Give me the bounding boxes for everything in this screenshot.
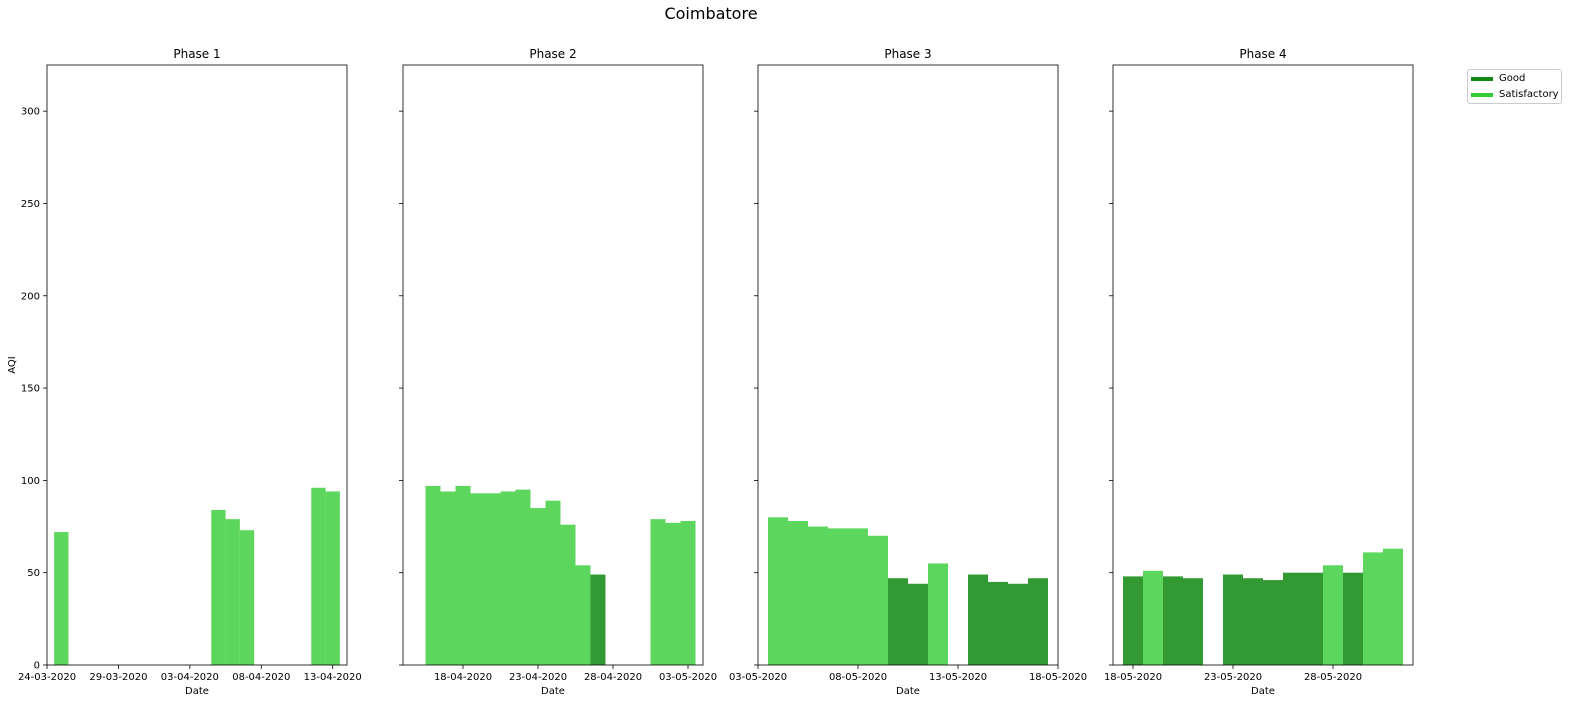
y-tick-label: 100 xyxy=(21,476,40,487)
figure-title: Coimbatore xyxy=(664,4,757,23)
x-tick-label: 08-05-2020 xyxy=(829,672,887,683)
bar-satisfactory xyxy=(455,485,471,665)
bar-good xyxy=(1163,576,1183,665)
legend-item-good: Good xyxy=(1468,71,1561,86)
x-tick-label: 13-04-2020 xyxy=(304,672,362,683)
chart-panel-3: 03-05-2020 08-05-2020 13-05-2020 18-05-2020… xyxy=(729,47,1087,697)
bar-good xyxy=(1123,576,1143,665)
x-tick-label: 24-03-2020 xyxy=(18,672,76,683)
bar-satisfactory xyxy=(440,491,456,665)
panel-title: Phase 1 xyxy=(173,47,220,61)
bar-satisfactory xyxy=(211,509,226,665)
bar-satisfactory xyxy=(1323,565,1343,665)
y-tick-label: 300 xyxy=(21,107,40,118)
x-tick-label: 23-05-2020 xyxy=(1204,672,1262,683)
bar-satisfactory xyxy=(54,532,69,665)
x-tick-label: 03-04-2020 xyxy=(161,672,219,683)
x-axis-label: Date xyxy=(541,686,565,697)
chart-panel-1: 0 50 100 150 200 250 300 24-03-2020 29-03-2020 03… xyxy=(7,47,362,697)
bar-satisfactory xyxy=(768,517,788,665)
bar-satisfactory xyxy=(485,493,501,665)
bar-satisfactory xyxy=(788,521,808,665)
bar-satisfactory xyxy=(515,489,531,665)
bar-satisfactory xyxy=(311,487,326,665)
bar-satisfactory xyxy=(828,528,848,665)
bar-good xyxy=(1028,578,1048,665)
bar-satisfactory xyxy=(530,508,546,665)
bar-satisfactory xyxy=(500,491,516,665)
bar-satisfactory xyxy=(325,491,340,665)
legend-label-good: Good xyxy=(1499,73,1526,84)
bar-satisfactory xyxy=(239,530,255,665)
x-axis-label: Date xyxy=(1251,686,1275,697)
panel-title: Phase 2 xyxy=(529,47,576,61)
bar-good xyxy=(1243,578,1263,665)
bar-satisfactory xyxy=(808,526,828,665)
bar-good xyxy=(1263,580,1283,665)
axes-frame xyxy=(46,64,348,666)
bar-good xyxy=(1223,574,1243,665)
bar-satisfactory xyxy=(425,485,441,665)
x-tick-label: 28-05-2020 xyxy=(1304,672,1362,683)
bar-satisfactory xyxy=(1383,548,1403,665)
x-tick-label: 28-04-2020 xyxy=(584,672,642,683)
panel-title: Phase 3 xyxy=(884,47,931,61)
bar-satisfactory xyxy=(680,521,696,665)
x-tick-label: 18-04-2020 xyxy=(434,672,492,683)
chart-panel-4: 18-05-2020 23-05-2020 28-05-2020 Phase 4 Dat… xyxy=(1104,47,1414,697)
bar-satisfactory xyxy=(470,493,486,665)
bar-satisfactory xyxy=(650,519,666,665)
bar-good xyxy=(1008,583,1028,665)
x-tick-label: 18-05-2020 xyxy=(1029,672,1087,683)
bar-good xyxy=(1183,578,1203,665)
chart-panel-2: 18-04-2020 23-04-2020 28-04-2020 03-05-2020… xyxy=(399,47,717,697)
x-axis-label: Date xyxy=(185,686,209,697)
legend-item-satisfactory: Satisfactory xyxy=(1468,87,1561,102)
legend-swatch-satisfactory xyxy=(1471,92,1493,97)
legend: Good Satisfactory xyxy=(1467,69,1562,104)
bar-good xyxy=(1343,572,1363,665)
x-tick-label: 18-05-2020 xyxy=(1104,672,1162,683)
bar-satisfactory xyxy=(928,563,948,665)
y-tick-label: 50 xyxy=(27,568,40,579)
legend-swatch-good xyxy=(1471,76,1493,81)
bar-satisfactory xyxy=(560,524,576,665)
bar-good xyxy=(590,574,606,665)
x-tick-label: 23-04-2020 xyxy=(509,672,567,683)
x-tick-label: 03-05-2020 xyxy=(659,672,717,683)
y-tick-label: 150 xyxy=(21,384,40,395)
x-tick-label: 29-03-2020 xyxy=(89,672,147,683)
y-axis-label: AQI xyxy=(7,356,18,374)
bar-good xyxy=(988,581,1008,665)
bar-satisfactory xyxy=(545,500,561,665)
x-axis-label: Date xyxy=(896,686,920,697)
x-tick-label: 08-04-2020 xyxy=(232,672,290,683)
axes-frame xyxy=(402,64,704,666)
legend-label-satisfactory: Satisfactory xyxy=(1499,89,1559,100)
x-tick-label: 13-05-2020 xyxy=(929,672,987,683)
bar-satisfactory xyxy=(868,535,888,665)
axes-frame xyxy=(757,64,1059,666)
bar-good xyxy=(908,583,928,665)
panel-title: Phase 4 xyxy=(1239,47,1286,61)
y-tick-label: 250 xyxy=(21,199,40,210)
bar-good xyxy=(968,574,988,665)
bar-satisfactory xyxy=(1363,552,1383,665)
y-tick-label: 200 xyxy=(21,291,40,302)
bar-good xyxy=(1303,572,1323,665)
y-tick-label: 0 xyxy=(34,661,40,672)
bar-satisfactory xyxy=(665,522,681,665)
bar-satisfactory xyxy=(1143,570,1163,665)
bar-satisfactory xyxy=(848,528,868,665)
bar-satisfactory xyxy=(225,519,240,665)
bar-good xyxy=(888,578,908,665)
bar-good xyxy=(1283,572,1303,665)
x-tick-label: 03-05-2020 xyxy=(729,672,787,683)
bar-satisfactory xyxy=(575,565,591,665)
axes-frame xyxy=(1112,64,1414,666)
